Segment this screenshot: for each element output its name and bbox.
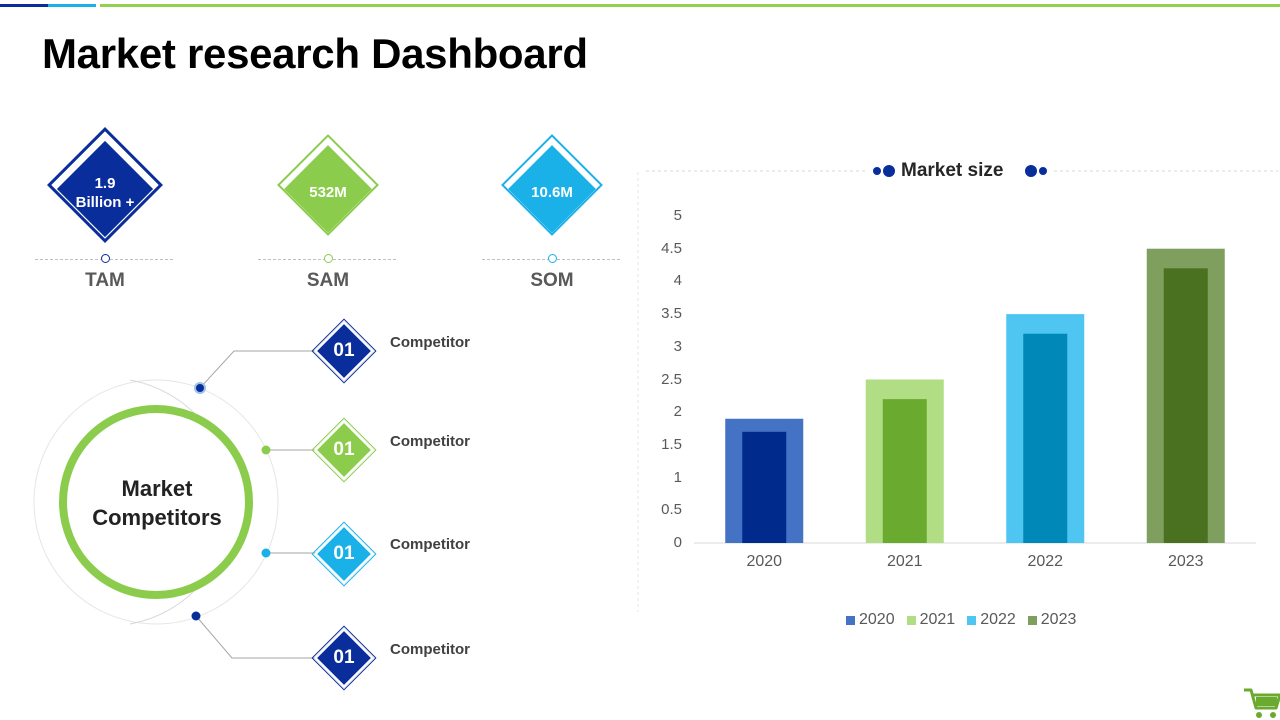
kpi-sam-dot	[324, 254, 333, 263]
kpi-sam: 532M SAM	[258, 130, 398, 300]
inner-bar-2020	[742, 431, 787, 543]
kpi-tam-value-line-1: 1.9	[94, 175, 116, 192]
kpi-tam-value: 1.9 Billion +	[65, 174, 145, 212]
competitor-3-label: Competitor	[390, 536, 470, 553]
legend-swatch	[906, 615, 916, 625]
y-tick-label: 0.5	[661, 501, 682, 519]
legend-item-2020: 2020	[846, 611, 895, 629]
kpi-som-label: SOM	[530, 270, 574, 291]
y-tick-label: 3	[673, 337, 682, 355]
chart-legend: 2020 2021 2022 2023	[846, 611, 1076, 629]
top-accent-cyan	[48, 4, 96, 7]
inner-bar-2022	[1023, 333, 1068, 543]
legend-label: 2022	[980, 611, 1016, 628]
legend-swatch	[1027, 615, 1037, 625]
kpi-som-value: 10.6M	[531, 184, 573, 201]
y-tick-label: 2.5	[661, 370, 682, 388]
x-tick-label: 2021	[886, 553, 923, 570]
competitor-1-label: Competitor	[390, 334, 470, 351]
competitor-2-label: Competitor	[390, 433, 470, 450]
kpi-som: 10.6M SOM	[482, 130, 622, 300]
center-line-2: Competitors	[92, 505, 222, 530]
y-tick-label: 5	[673, 207, 682, 224]
legend-swatch	[967, 615, 977, 625]
legend-label: 2020	[859, 611, 895, 628]
center-line-1: Market	[121, 476, 193, 501]
y-tick-label: 3.5	[661, 305, 682, 323]
chart-title: Market size	[901, 160, 1004, 181]
competitor-1-number: 01	[333, 340, 355, 361]
x-tick-label: 2022	[1027, 553, 1064, 570]
y-tick-label: 2	[673, 403, 682, 421]
y-tick-label: 4.5	[661, 239, 682, 257]
top-accent-green	[100, 4, 1280, 7]
legend-item-2022: 2022	[967, 611, 1016, 629]
y-tick-label: 1.5	[661, 435, 682, 453]
kpi-sam-value: 532M	[309, 184, 347, 201]
competitor-3-number: 01	[333, 543, 355, 564]
page-title: Market research Dashboard	[42, 30, 588, 77]
legend-swatch	[846, 615, 855, 625]
legend-item-2023: 2023	[1027, 611, 1077, 629]
kpi-sam-label: SAM	[306, 270, 350, 291]
shopping-cart-icon	[1244, 688, 1280, 718]
competitor-4-number: 01	[333, 647, 355, 668]
kpi-tam-dot	[101, 254, 110, 263]
y-tick-label: 4	[673, 272, 682, 290]
competitor-2-number: 01	[333, 439, 355, 460]
y-tick-label: 0	[673, 534, 682, 551]
legend-label: 2023	[1040, 611, 1077, 628]
kpi-tam-label: TAM	[85, 270, 125, 291]
competitors-center-label: Market Competitors	[64, 474, 250, 532]
x-tick-label: 2020	[746, 553, 783, 570]
x-tick-label: 2023	[1167, 553, 1204, 570]
y-tick-label: 1	[673, 468, 682, 486]
inner-bar-2021	[882, 399, 927, 543]
legend-label: 2021	[919, 611, 956, 628]
inner-bar-2023	[1163, 268, 1208, 543]
competitor-4-label: Competitor	[390, 641, 470, 658]
kpi-tam: 1.9 Billion + TAM	[35, 127, 175, 300]
kpi-som-dot	[548, 254, 557, 263]
top-accent-navy	[0, 4, 48, 7]
kpi-tam-value-line-2: Billion +	[75, 194, 135, 211]
legend-item-2021: 2021	[906, 611, 956, 629]
